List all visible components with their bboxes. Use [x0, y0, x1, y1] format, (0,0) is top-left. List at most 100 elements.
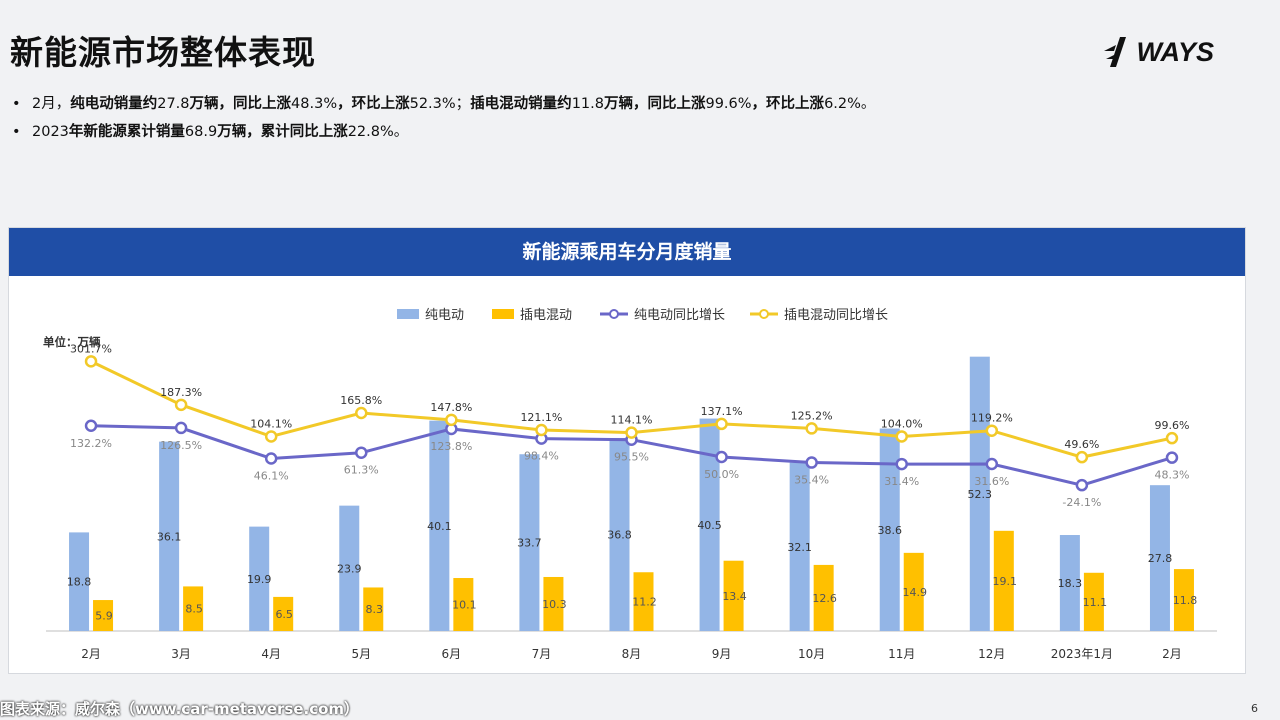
- x-tick-label-4: 6月: [442, 647, 462, 661]
- bar-phev-7: [723, 560, 744, 631]
- phev-yoy-marker-11: [1075, 450, 1089, 464]
- bullet-dot: •: [12, 96, 21, 112]
- x-tick-label-11: 2023年1月: [1051, 647, 1113, 661]
- unit-label: 单位：万辆: [43, 335, 101, 349]
- phev-yoy-label-10: 119.2%: [971, 412, 1013, 425]
- bev-yoy-marker-7: [715, 450, 728, 464]
- x-tick-label-0: 2月: [81, 647, 101, 661]
- bar-phev-3: [363, 587, 384, 631]
- phev-yoy-label-1: 187.3%: [160, 386, 202, 399]
- bev-yoy-label-5: 98.4%: [524, 450, 559, 463]
- bar-label-phev-2: 6.5: [275, 608, 293, 621]
- x-tick-label-3: 5月: [351, 647, 371, 661]
- bev-yoy-label-7: 50.0%: [704, 468, 739, 481]
- bullet-text-1: 2023年新能源累计销量68.9万辆，累计同比上涨22.8%。: [32, 124, 408, 140]
- bullet-cumulative: • 2023年新能源累计销量68.9万辆，累计同比上涨22.8%。: [12, 118, 875, 146]
- legend-swatch-1: [492, 309, 514, 319]
- chart-panel: 新能源乘用车分月度销量 纯电动 插电混动 纯电动同比增长 插电混动同比增长 单位：万辆 1…: [8, 227, 1246, 674]
- bar-label-bev-4: 40.1: [427, 520, 452, 533]
- ways-logo: WAYS: [1102, 34, 1214, 70]
- page-title: 新能源市场整体表现: [10, 33, 316, 72]
- x-tick-label-1: 3月: [171, 647, 191, 661]
- bar-bev-0: [69, 532, 90, 631]
- bev-yoy-label-4: 123.8%: [430, 440, 472, 453]
- bar-bev-9: [879, 428, 900, 631]
- phev-yoy-marker-3: [355, 406, 368, 420]
- bar-phev-8: [813, 564, 834, 631]
- bar-bev-12: [1149, 485, 1170, 631]
- phev-yoy-label-5: 121.1%: [520, 411, 562, 424]
- bullet-1-run-0: 2023: [32, 124, 69, 140]
- bev-yoy-label-3: 61.3%: [344, 464, 379, 477]
- bullet-0-run-9: 11.8: [571, 96, 604, 112]
- bev-yoy-label-11: -24.1%: [1062, 496, 1101, 509]
- bar-label-phev-10: 19.1: [993, 575, 1018, 588]
- bar-label-phev-0: 5.9: [95, 610, 113, 623]
- bullet-0-run-11: 99.6%: [705, 96, 752, 112]
- bev-yoy-marker-12: [1165, 451, 1179, 464]
- bev-yoy-marker-2: [264, 452, 278, 465]
- legend-marker-2: [609, 309, 619, 319]
- phev-yoy-marker-2: [264, 430, 278, 443]
- bar-label-bev-3: 23.9: [337, 562, 362, 575]
- summary-bullets: • 2月，纯电动销量约27.8万辆，同比上涨48.3%，环比上涨52.3%；插电混…: [12, 90, 875, 146]
- bev-yoy-label-8: 35.4%: [794, 474, 829, 487]
- bullet-0-run-4: 48.3%: [291, 96, 338, 112]
- legend-swatch-0: [397, 309, 419, 319]
- bullet-0-run-7: 52.3%；: [409, 96, 471, 112]
- x-tick-label-8: 10月: [798, 647, 825, 661]
- bev-yoy-label-2: 46.1%: [254, 469, 289, 482]
- bullet-1-run-3: 万辆，累计同比上涨: [217, 124, 348, 140]
- bar-phev-4: [453, 578, 474, 631]
- bar-label-phev-12: 11.8: [1173, 594, 1198, 607]
- bullet-text-0: 2月，纯电动销量约27.8万辆，同比上涨48.3%，环比上涨52.3%；插电混动…: [32, 96, 875, 112]
- bar-bev-4: [429, 420, 450, 631]
- bar-phev-9: [903, 552, 924, 631]
- phev-yoy-label-6: 114.1%: [611, 414, 653, 427]
- bar-bev-11: [1059, 535, 1080, 631]
- bar-label-bev-6: 36.8: [607, 528, 632, 541]
- bar-label-phev-1: 8.5: [185, 603, 203, 616]
- bar-label-bev-7: 40.5: [697, 519, 722, 532]
- x-tick-label-9: 11月: [888, 647, 915, 661]
- bullet-bev-phev: • 2月，纯电动销量约27.8万辆，同比上涨48.3%，环比上涨52.3%；插电混…: [12, 90, 875, 118]
- bar-bev-10: [969, 356, 990, 631]
- x-tick-label-5: 7月: [532, 647, 552, 661]
- logo-text: WAYS: [1136, 36, 1214, 67]
- bar-label-bev-0: 18.8: [67, 576, 92, 589]
- x-tick-label-12: 2月: [1162, 647, 1182, 661]
- legend-label-3: 插电混动同比增长: [784, 308, 888, 323]
- bev-yoy-marker-3: [355, 446, 368, 459]
- phev-yoy-marker-9: [895, 430, 908, 443]
- bullet-1-run-4: 22.8%。: [347, 124, 409, 140]
- bev-yoy-label-9: 31.4%: [884, 475, 919, 488]
- chart-title: 新能源乘用车分月度销量: [9, 228, 1245, 276]
- bullet-1-run-1: 年新能源累计销量: [68, 124, 185, 140]
- bar-phev-10: [993, 530, 1014, 631]
- phev-yoy-marker-7: [715, 417, 728, 431]
- legend-label-0: 纯电动: [425, 308, 464, 323]
- phev-yoy-marker-0: [84, 355, 98, 368]
- bar-bev-6: [609, 437, 630, 631]
- page-number: 6: [1251, 702, 1258, 715]
- legend-label-1: 插电混动: [520, 308, 572, 323]
- bar-bev-8: [789, 462, 810, 631]
- bev-yoy-marker-11: [1075, 478, 1089, 492]
- bar-label-phev-4: 10.1: [452, 599, 477, 612]
- bullet-1-run-2: 68.9: [184, 124, 218, 140]
- phev-yoy-marker-8: [805, 422, 818, 435]
- ways-logo-icon: [1104, 37, 1127, 67]
- phev-yoy-label-0: 301.7%: [70, 342, 112, 355]
- bar-phev-12: [1173, 569, 1194, 631]
- bar-phev-11: [1083, 572, 1104, 631]
- bar-label-bev-2: 19.9: [247, 573, 272, 586]
- bar-label-bev-12: 27.8: [1148, 552, 1173, 565]
- bev-yoy-label-0: 132.2%: [70, 437, 112, 450]
- phev-yoy-label-7: 137.1%: [701, 405, 743, 418]
- phev-yoy-label-8: 125.2%: [791, 409, 833, 422]
- phev-yoy-marker-6: [625, 426, 638, 439]
- bar-phev-0: [93, 600, 114, 631]
- phev-yoy-label-12: 99.6%: [1154, 419, 1189, 432]
- bar-label-phev-11: 11.1: [1083, 596, 1108, 609]
